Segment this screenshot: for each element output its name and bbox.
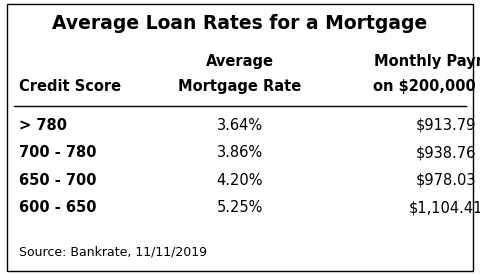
Text: Source: Bankrate, 11/11/2019: Source: Bankrate, 11/11/2019 — [19, 245, 207, 258]
Text: 3.86%: 3.86% — [217, 145, 263, 160]
Text: Average Loan Rates for a Mortgage: Average Loan Rates for a Mortgage — [52, 14, 428, 33]
Text: 700 - 780: 700 - 780 — [19, 145, 96, 160]
Text: $938.76: $938.76 — [416, 145, 477, 160]
Text: > 780: > 780 — [19, 118, 67, 133]
Text: $1,104.41: $1,104.41 — [409, 200, 480, 215]
Text: Monthly Payment: Monthly Payment — [374, 54, 480, 69]
Text: Credit Score: Credit Score — [19, 79, 121, 94]
Text: $978.03: $978.03 — [416, 173, 477, 188]
Text: Average: Average — [206, 54, 274, 69]
Text: Mortgage Rate: Mortgage Rate — [179, 79, 301, 94]
Text: 600 - 650: 600 - 650 — [19, 200, 96, 215]
Text: 4.20%: 4.20% — [217, 173, 263, 188]
Text: 5.25%: 5.25% — [217, 200, 263, 215]
Text: 650 - 700: 650 - 700 — [19, 173, 96, 188]
Text: 3.64%: 3.64% — [217, 118, 263, 133]
Text: $913.79: $913.79 — [416, 118, 477, 133]
Text: on $200,000 Loan: on $200,000 Loan — [372, 79, 480, 94]
